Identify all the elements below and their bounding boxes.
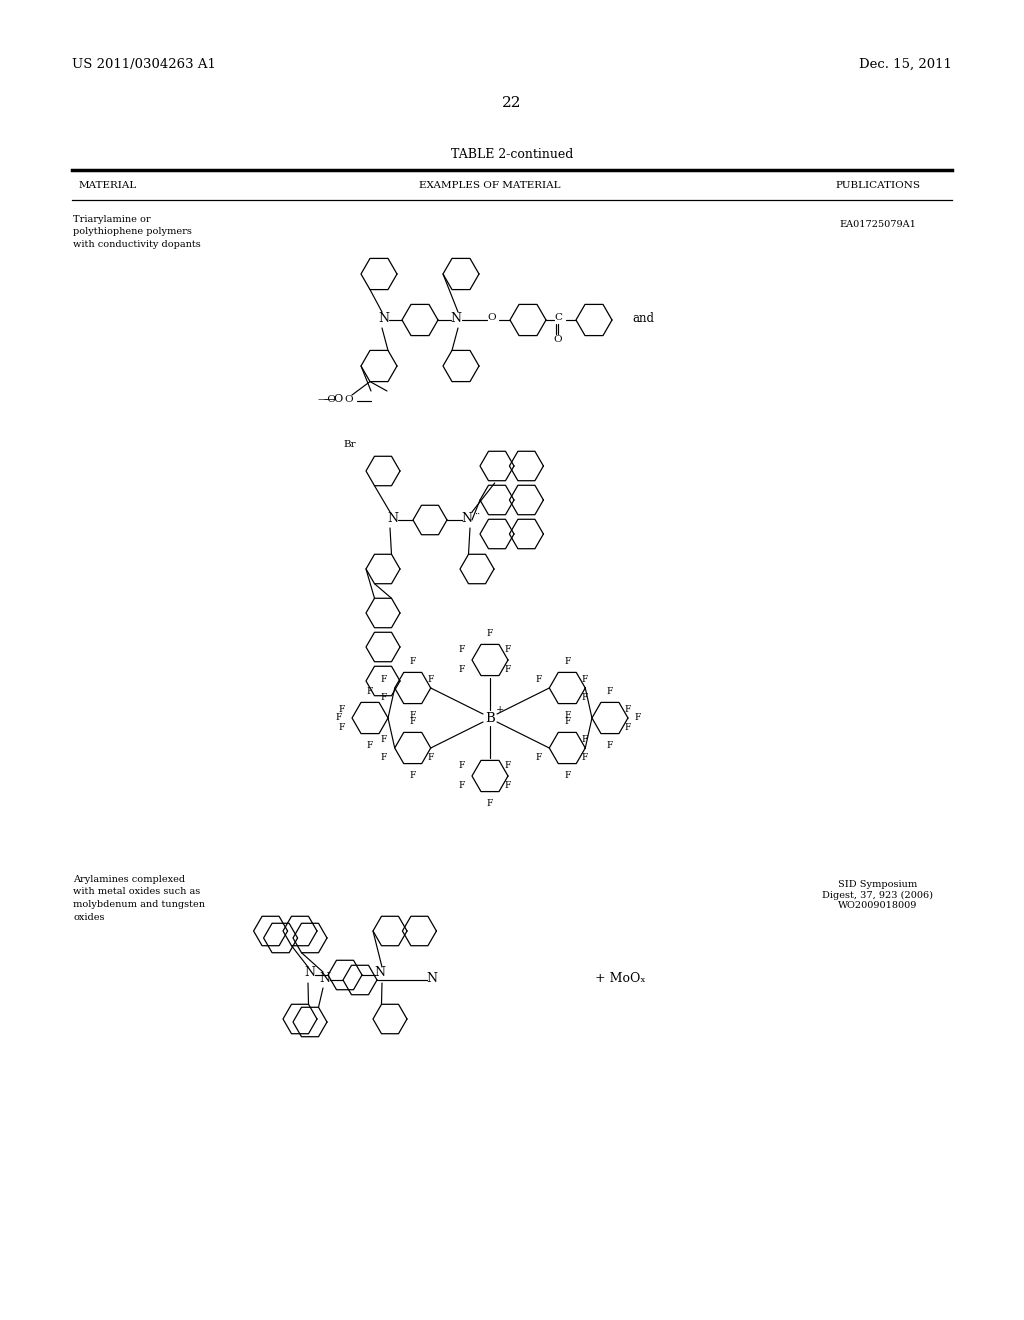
Text: F: F [410, 710, 416, 719]
Text: F: F [582, 734, 588, 743]
Text: N: N [375, 966, 385, 979]
Text: —O: —O [324, 393, 344, 404]
Text: F: F [410, 771, 416, 780]
Text: F: F [505, 780, 511, 789]
Text: TABLE 2-continued: TABLE 2-continued [451, 148, 573, 161]
Text: F: F [338, 722, 344, 731]
Text: F: F [625, 705, 631, 714]
Text: F: F [582, 752, 588, 762]
Text: Br: Br [343, 440, 356, 449]
Text: N: N [319, 972, 331, 985]
Text: F: F [381, 675, 387, 684]
Text: F: F [381, 752, 387, 762]
Text: F: F [427, 752, 433, 762]
Text: F: F [458, 664, 464, 673]
Text: F: F [486, 628, 494, 638]
Text: F: F [367, 741, 373, 750]
Text: N: N [462, 511, 472, 524]
Text: F: F [582, 693, 588, 701]
Text: F: F [410, 656, 416, 665]
Text: + MoOₓ: + MoOₓ [595, 972, 645, 985]
Text: F: F [458, 760, 464, 770]
Text: F: F [635, 714, 641, 722]
Text: N: N [427, 972, 437, 985]
Text: O: O [487, 314, 497, 322]
Text: Arylamines complexed
with metal oxides such as
molybdenum and tungsten
oxides: Arylamines complexed with metal oxides s… [73, 875, 205, 921]
Text: F: F [338, 705, 344, 714]
Text: and: and [632, 312, 654, 325]
Text: +: + [496, 705, 504, 714]
Text: N: N [379, 312, 389, 325]
Text: US 2011/0304263 A1: US 2011/0304263 A1 [72, 58, 216, 71]
Text: F: F [336, 714, 342, 722]
Text: Triarylamine or
polythiophene polymers
with conductivity dopants: Triarylamine or polythiophene polymers w… [73, 215, 201, 249]
Text: F: F [536, 752, 542, 762]
Text: F: F [564, 771, 570, 780]
Text: F: F [505, 760, 511, 770]
Text: N: N [304, 966, 315, 979]
Text: F: F [381, 734, 387, 743]
Text: F: F [505, 664, 511, 673]
Text: F: F [458, 644, 464, 653]
Text: F: F [381, 693, 387, 701]
Text: EA01725079A1: EA01725079A1 [840, 220, 916, 228]
Text: F: F [410, 717, 416, 726]
Text: —O: —O [318, 396, 337, 404]
Text: F: F [607, 741, 613, 750]
Text: ··: ·· [474, 510, 480, 519]
Text: F: F [564, 656, 570, 665]
Text: PUBLICATIONS: PUBLICATIONS [836, 181, 921, 190]
Text: F: F [536, 675, 542, 684]
Text: EXAMPLES OF MATERIAL: EXAMPLES OF MATERIAL [419, 181, 561, 190]
Text: F: F [505, 644, 511, 653]
Text: F: F [486, 799, 494, 808]
Text: F: F [564, 710, 570, 719]
Text: F: F [427, 675, 433, 684]
Text: F: F [625, 722, 631, 731]
Text: F: F [367, 686, 373, 696]
Text: F: F [582, 675, 588, 684]
Text: B: B [485, 711, 495, 725]
Text: MATERIAL: MATERIAL [79, 181, 137, 190]
Text: SID Symposium
Digest, 37, 923 (2006)
WO2009018009: SID Symposium Digest, 37, 923 (2006) WO2… [822, 880, 934, 909]
Text: F: F [607, 686, 613, 696]
Text: O: O [345, 396, 353, 404]
Text: O: O [554, 335, 562, 345]
Text: 22: 22 [502, 96, 522, 110]
Text: Dec. 15, 2011: Dec. 15, 2011 [859, 58, 952, 71]
Text: N: N [451, 312, 462, 325]
Text: N: N [387, 511, 398, 524]
Text: C: C [554, 313, 562, 322]
Text: F: F [458, 780, 464, 789]
Text: F: F [564, 717, 570, 726]
